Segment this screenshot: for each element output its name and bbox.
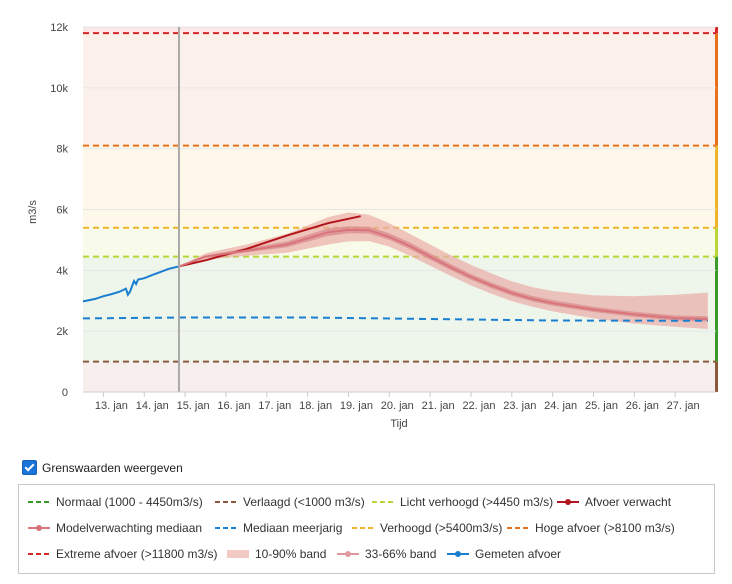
- zone-bar-0: [715, 27, 718, 34]
- zone-0: [83, 27, 716, 34]
- zone-1: [83, 33, 716, 146]
- legend-symbol-dash: [28, 501, 50, 503]
- threshold-zones: [83, 27, 716, 392]
- x-axis-ticks: 13. jan 14. jan 15. jan 16. jan 17. jan 18. j…: [83, 391, 716, 412]
- series-lines: [82, 215, 708, 322]
- legend-label: Verhoogd (>5400m3/s): [380, 521, 503, 535]
- zone-5: [83, 361, 716, 392]
- x-tick-label-13: 26. jan: [626, 400, 659, 412]
- legend-item-extreme-afvoer[interactable]: Extreme afvoer (>11800 m3/s): [28, 547, 218, 561]
- legend-item-band-33-66[interactable]: 33-66% band: [337, 547, 436, 561]
- x-axis-label: Tijd: [390, 418, 407, 430]
- legend-symbol-band: [227, 550, 249, 558]
- series-line-2: [178, 228, 708, 320]
- zone-2: [83, 145, 716, 228]
- x-tick-label-0: 13. jan: [95, 400, 128, 412]
- legend-symbol-dot: [557, 499, 579, 505]
- x-tick-label-6: 19. jan: [340, 400, 373, 412]
- legend-symbol-dash: [215, 501, 237, 503]
- x-tick-label-12: 25. jan: [585, 400, 618, 412]
- legend-symbol-dash: [507, 527, 529, 529]
- x-tick-label-9: 22. jan: [462, 400, 495, 412]
- legend-symbol-dash: [352, 527, 374, 529]
- y-tick-label-3: 6k: [56, 205, 68, 217]
- threshold-toggle-label: Grenswaarden weergeven: [42, 460, 183, 475]
- zone-bar-5: [715, 361, 718, 392]
- legend-item-hoge-afvoer[interactable]: Hoge afvoer (>8100 m3/s): [507, 521, 675, 535]
- threshold-lines: [83, 32, 716, 363]
- y-tick-label-2: 4k: [56, 265, 68, 277]
- legend-item-verhoogd[interactable]: Verhoogd (>5400m3/s): [352, 521, 502, 535]
- legend-label: Verlaagd (<1000 m3/s): [243, 495, 365, 509]
- x-tick-label-5: 18. jan: [299, 400, 332, 412]
- legend-label: Normaal (1000 - 4450m3/s): [56, 495, 203, 509]
- legend-label: Hoge afvoer (>8100 m3/s): [535, 521, 675, 535]
- legend-label: Mediaan meerjarig: [243, 521, 343, 535]
- zone-bar-1: [715, 33, 718, 146]
- x-tick-label-7: 20. jan: [381, 400, 414, 412]
- threshold-toggle[interactable]: Grenswaarden weergeven: [22, 460, 183, 475]
- legend-item-band-10-90[interactable]: 10-90% band: [227, 547, 326, 561]
- legend-item-modelverwachting-mediaan[interactable]: Modelverwachting mediaan: [28, 521, 202, 535]
- legend-item-licht-verhoogd[interactable]: Licht verhoogd (>4450 m3/s): [372, 495, 553, 509]
- x-tick-label-10: 23. jan: [503, 400, 536, 412]
- legend-label: Licht verhoogd (>4450 m3/s): [400, 495, 554, 509]
- threshold-side-bar: [715, 27, 718, 392]
- series-line-1: [178, 215, 361, 268]
- x-tick-label-4: 17. jan: [258, 400, 291, 412]
- threshold-checkbox[interactable]: [22, 460, 37, 475]
- y-tick-label-4: 8k: [56, 144, 68, 156]
- discharge-chart: 0 2k 4k 6k 8k 10k 12k 13. jan 14. jan 15. jan 16.…: [27, 22, 718, 430]
- y-tick-label-1: 2k: [56, 326, 68, 338]
- y-axis-ticks: 0 2k 4k 6k 8k 10k 12k: [50, 22, 68, 399]
- y-tick-label-5: 10k: [50, 83, 68, 95]
- legend-item-afvoer-verwacht[interactable]: Afvoer verwacht: [557, 495, 671, 509]
- x-tick-label-8: 21. jan: [422, 400, 455, 412]
- x-tick-label-14: 27. jan: [667, 400, 700, 412]
- forecast-bands: [179, 212, 708, 329]
- legend-symbol-dash: [28, 553, 50, 555]
- x-tick-label-2: 15. jan: [177, 400, 210, 412]
- legend-item-gemeten-afvoer[interactable]: Gemeten afvoer: [447, 547, 561, 561]
- legend-symbol-dot: [337, 551, 359, 557]
- legend-item-verlaagd[interactable]: Verlaagd (<1000 m3/s): [215, 495, 365, 509]
- legend: Normaal (1000 - 4450m3/s) Verlaagd (<100…: [18, 484, 715, 574]
- y-tick-label-0: 0: [62, 387, 68, 399]
- x-tick-label-3: 16. jan: [217, 400, 250, 412]
- zone-bar-4: [715, 256, 718, 362]
- zone-bar-3: [715, 227, 718, 257]
- legend-symbol-dot: [447, 551, 469, 557]
- legend-symbol-dot: [28, 525, 50, 531]
- y-axis-label: m3/s: [27, 200, 39, 224]
- legend-label: Modelverwachting mediaan: [56, 521, 203, 535]
- legend-symbol-dash: [372, 501, 394, 503]
- legend-label: Gemeten afvoer: [475, 547, 562, 561]
- series-line-3: [82, 316, 708, 322]
- legend-label: 33-66% band: [365, 547, 437, 561]
- legend-label: Afvoer verwacht: [585, 495, 672, 509]
- series-line-0: [82, 265, 180, 303]
- legend-symbol-dash: [215, 527, 237, 529]
- zone-bar-2: [715, 145, 718, 228]
- legend-item-normaal[interactable]: Normaal (1000 - 4450m3/s): [28, 495, 203, 509]
- x-tick-label-11: 24. jan: [544, 400, 577, 412]
- legend-label: 10-90% band: [255, 547, 327, 561]
- band-0: [179, 212, 708, 329]
- legend-label: Extreme afvoer (>11800 m3/s): [56, 547, 218, 561]
- legend-item-mediaan-meerjarig[interactable]: Mediaan meerjarig: [215, 521, 342, 535]
- x-tick-label-1: 14. jan: [136, 400, 169, 412]
- y-tick-label-6: 12k: [50, 22, 68, 34]
